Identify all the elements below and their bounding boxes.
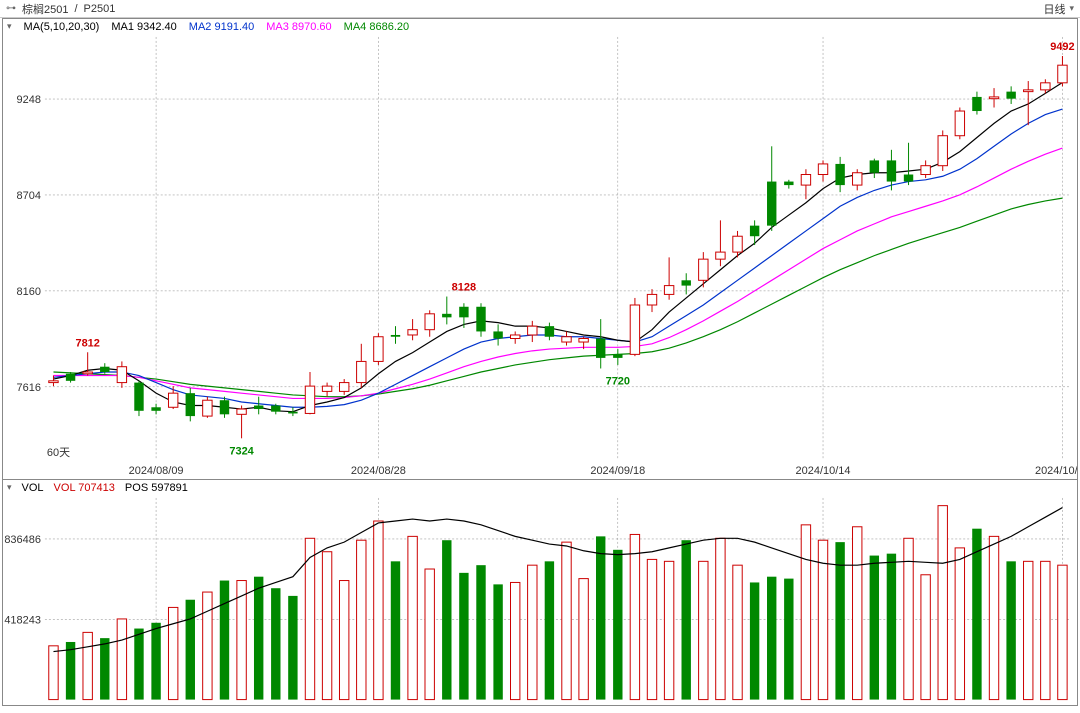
vol-value: VOL 707413: [54, 482, 115, 494]
symbol-name: 棕榈2501: [22, 1, 68, 17]
vol-legend: ▾ VOL VOL 707413 POS 597891: [7, 482, 188, 494]
timeframe-label[interactable]: 日线: [1043, 1, 1065, 17]
svg-text:7324: 7324: [229, 445, 254, 457]
chevron-down-icon[interactable]: ▾: [1069, 3, 1074, 14]
svg-text:9248: 9248: [17, 94, 41, 106]
link-icon: ⊶: [6, 3, 16, 14]
price-chart[interactable]: ▾ MA(5,10,20,30) MA1 9342.40 MA2 9191.40…: [2, 18, 1078, 480]
svg-text:8704: 8704: [17, 190, 41, 202]
pos-value: POS 597891: [125, 482, 188, 494]
svg-text:2024/10/14: 2024/10/14: [796, 465, 851, 477]
vol-title: VOL: [22, 482, 44, 494]
chart-header: ⊶ 棕榈2501 / P2501 日线 ▾: [0, 0, 1080, 18]
svg-text:2024/08/09: 2024/08/09: [129, 465, 184, 477]
svg-text:836486: 836486: [4, 534, 41, 546]
ma-title: MA(5,10,20,30): [24, 21, 100, 33]
ma1-label: MA1 9342.40: [111, 21, 176, 33]
volume-chart[interactable]: ▾ VOL VOL 707413 POS 597891 418243 836486: [2, 480, 1078, 706]
svg-text:2024/10/31: 2024/10/31: [1035, 465, 1077, 477]
svg-text:9492: 9492: [1050, 41, 1074, 53]
svg-text:8160: 8160: [17, 286, 41, 298]
svg-text:418243: 418243: [4, 614, 41, 626]
symbol-code: P2501: [84, 3, 116, 15]
svg-text:8128: 8128: [452, 282, 476, 294]
ma-legend: ▾ MA(5,10,20,30) MA1 9342.40 MA2 9191.40…: [7, 21, 409, 33]
chevron-down-icon[interactable]: ▾: [7, 21, 12, 33]
chevron-down-icon[interactable]: ▾: [7, 482, 12, 494]
svg-text:7616: 7616: [17, 382, 41, 394]
svg-text:60天: 60天: [47, 447, 70, 459]
svg-text:2024/08/28: 2024/08/28: [351, 465, 406, 477]
svg-text:7720: 7720: [606, 375, 630, 387]
divider: /: [74, 3, 77, 15]
svg-text:7812: 7812: [75, 337, 99, 349]
ma2-label: MA2 9191.40: [189, 21, 254, 33]
svg-text:2024/09/18: 2024/09/18: [590, 465, 645, 477]
ma4-label: MA4 8686.20: [344, 21, 409, 33]
ma3-label: MA3 8970.60: [266, 21, 331, 33]
